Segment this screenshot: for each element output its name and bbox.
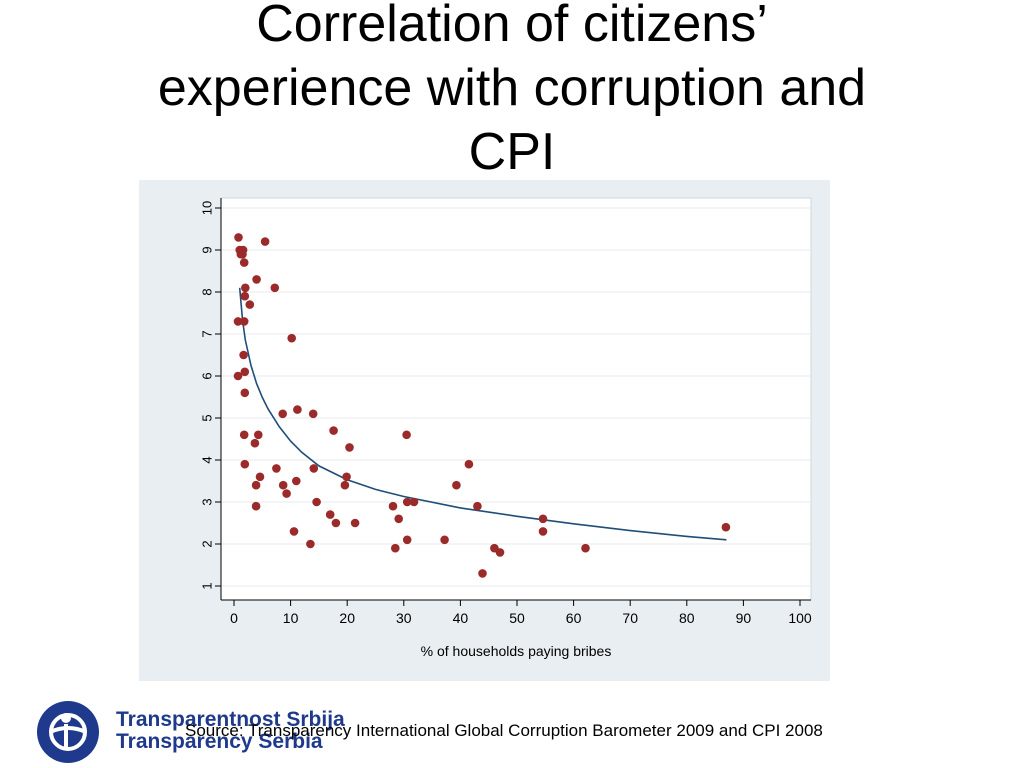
data-point <box>260 237 270 246</box>
x-tick-label: 90 <box>736 610 752 626</box>
data-point <box>255 472 265 482</box>
data-point <box>239 258 249 267</box>
data-point <box>233 371 243 381</box>
y-tick-label: 7 <box>199 330 214 337</box>
data-point <box>306 539 315 549</box>
data-point <box>270 283 280 293</box>
data-point <box>292 476 301 486</box>
logo-text-line1: Transparentnost Srbija <box>116 708 345 731</box>
y-tick-label: 1 <box>199 582 214 589</box>
data-point <box>252 275 261 284</box>
data-point <box>452 480 461 490</box>
y-tick-label: 5 <box>199 414 214 421</box>
data-point <box>240 388 250 398</box>
data-point <box>250 438 260 448</box>
data-point <box>409 497 419 507</box>
data-point <box>233 317 243 326</box>
data-point <box>282 489 291 498</box>
y-tick-label: 9 <box>199 246 214 253</box>
y-tick-label: 6 <box>199 372 214 379</box>
plot-area <box>220 197 812 601</box>
x-ticks: 0 10 20 30 40 50 60 70 80 90 100 <box>230 600 812 626</box>
data-point <box>254 430 263 440</box>
transparency-serbia-logo: Transparentnost Srbija Transparency Serb… <box>28 698 428 766</box>
data-points <box>233 233 731 578</box>
slide-title: Correlation of citizens’ experience with… <box>157 0 867 181</box>
source-caption: Source: Transparency International Globa… <box>185 721 823 740</box>
data-point <box>293 405 302 414</box>
data-point <box>238 249 247 259</box>
data-point <box>478 569 487 578</box>
x-tick-label: 80 <box>679 610 695 626</box>
x-axis-label: % of households paying bribes <box>421 643 612 659</box>
data-point <box>241 283 250 293</box>
x-tick-label: 10 <box>283 610 299 626</box>
x-tick-label: 30 <box>396 610 412 626</box>
data-point <box>538 527 548 536</box>
data-point <box>251 501 261 511</box>
data-point <box>234 233 243 242</box>
x-tick-label: 20 <box>339 610 355 626</box>
data-point <box>278 409 287 419</box>
data-point <box>239 350 248 360</box>
x-tick-label: 60 <box>566 610 582 626</box>
data-point <box>581 543 590 553</box>
x-tick-label: 40 <box>453 610 469 626</box>
data-point <box>345 443 354 452</box>
data-point <box>325 510 335 519</box>
y-tick-label: 10 <box>199 201 214 215</box>
data-point <box>394 514 403 524</box>
data-point <box>329 426 338 435</box>
data-point <box>391 543 400 553</box>
data-point <box>240 367 250 377</box>
data-point <box>287 333 296 343</box>
data-point <box>308 409 318 419</box>
data-point <box>538 514 548 524</box>
data-point <box>278 480 288 490</box>
logo-emblem-icon <box>37 701 99 763</box>
data-point <box>340 480 350 490</box>
data-point <box>388 501 398 511</box>
data-point <box>464 459 474 469</box>
y-tick-label: 2 <box>199 540 214 547</box>
data-point <box>350 518 360 528</box>
fit-curve <box>238 287 727 541</box>
data-point <box>289 527 299 536</box>
data-point <box>245 300 255 309</box>
data-point <box>440 535 449 545</box>
data-point <box>312 497 321 507</box>
logo-text-line2: Transparency Serbia <box>116 730 323 753</box>
data-point <box>239 430 249 440</box>
x-tick-label: 50 <box>509 610 525 626</box>
data-point <box>473 501 482 511</box>
data-point <box>402 430 411 440</box>
data-point <box>272 464 281 473</box>
x-tick-label: 0 <box>230 610 238 626</box>
data-point <box>240 291 250 301</box>
data-point <box>251 480 261 490</box>
grid-lines <box>221 207 811 587</box>
data-point <box>240 459 250 469</box>
data-point <box>402 497 412 507</box>
y-tick-label: 3 <box>199 498 214 505</box>
data-point <box>342 472 351 482</box>
y-tick-label: 8 <box>199 288 214 295</box>
data-point <box>495 548 505 557</box>
x-tick-label: 70 <box>622 610 638 626</box>
data-point <box>309 464 319 473</box>
data-point <box>402 535 412 545</box>
data-point <box>239 317 249 326</box>
x-tick-label: 100 <box>788 610 812 626</box>
scatter-chart: 1 2 3 4 5 6 7 8 9 10 0 10 20 30 40 50 60 70 80 90 100 % of … <box>199 197 812 659</box>
y-ticks: 1 2 3 4 5 6 7 8 9 10 <box>199 201 221 590</box>
data-point <box>721 522 731 532</box>
chart-panel: 1 2 3 4 5 6 7 8 9 10 0 10 20 30 40 50 60 70 80 90 100 % of … <box>139 180 830 681</box>
y-tick-label: 4 <box>199 456 214 463</box>
data-point <box>331 518 341 528</box>
